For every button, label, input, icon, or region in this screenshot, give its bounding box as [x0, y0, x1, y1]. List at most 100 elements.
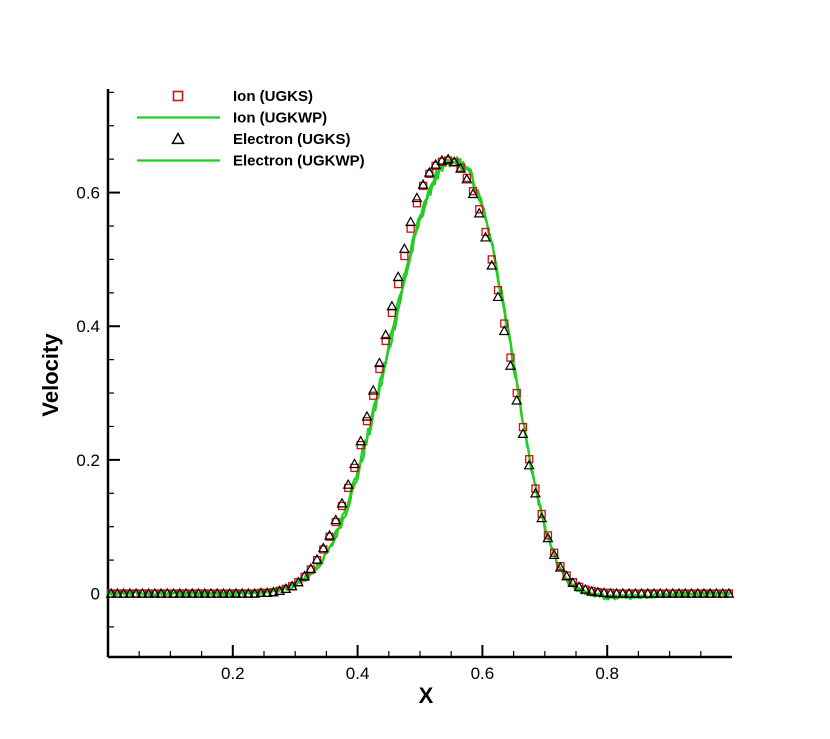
data-point-triangle [317, 542, 329, 553]
data-point-triangle [567, 577, 579, 588]
data-point-triangle [186, 587, 198, 598]
data-point-square [369, 391, 378, 400]
data-point-triangle [130, 587, 142, 598]
data-point-triangle [517, 428, 529, 439]
data-point-triangle [667, 587, 679, 598]
data-point-triangle [105, 587, 117, 598]
data-point-triangle [373, 357, 385, 368]
data-point-triangle [180, 587, 192, 598]
data-point-triangle [299, 570, 311, 581]
legend-item-ion-ugkwp: Ion (UGKWP) [137, 110, 327, 127]
legend-label: Ion (UGKS) [233, 88, 313, 105]
data-point-square [525, 455, 534, 464]
data-point-triangle [548, 549, 560, 559]
data-point-triangle [629, 587, 641, 598]
y-axis-title: Velocity [38, 333, 63, 417]
data-point-triangle [685, 587, 697, 598]
data-point-triangle [192, 587, 204, 598]
data-point-square [406, 224, 415, 233]
data-point-triangle [224, 587, 236, 598]
data-point-triangle [617, 587, 629, 598]
x-axis-title: X [419, 683, 434, 708]
data-point-square [468, 187, 478, 196]
data-point-triangle [448, 156, 460, 167]
data-point-triangle [386, 300, 398, 311]
y-tick-label: 0.4 [76, 317, 100, 336]
data-point-triangle [579, 583, 591, 594]
data-point-triangle [492, 291, 504, 302]
data-point-triangle [236, 587, 248, 598]
data-point-triangle [361, 410, 373, 421]
data-point-triangle [118, 587, 130, 598]
data-point-square [475, 205, 484, 214]
data-point-triangle [417, 178, 429, 189]
legend-label: Ion (UGKWP) [233, 110, 327, 127]
data-point-square [537, 509, 546, 519]
data-point-triangle [355, 435, 367, 446]
data-point-triangle [723, 587, 735, 598]
data-point-triangle [230, 587, 242, 598]
x-tick-label: 0.4 [346, 664, 370, 683]
data-point-square [493, 285, 503, 295]
data-point-triangle [161, 587, 173, 598]
data-point-triangle [467, 188, 479, 199]
legend-swatch-triangle [171, 131, 185, 145]
data-point-triangle [311, 553, 323, 564]
data-point-triangle [324, 529, 336, 540]
data-point-triangle [511, 394, 523, 405]
x-tick-label: 0.2 [221, 664, 245, 683]
y-tick-label: 0 [91, 585, 100, 604]
data-point-triangle [623, 587, 635, 598]
data-point-triangle [267, 586, 279, 597]
data-point-triangle [636, 587, 648, 598]
data-point-square [543, 531, 553, 540]
x-tick-label: 0.8 [595, 664, 619, 683]
data-point-triangle [380, 329, 392, 340]
data-point-triangle [305, 563, 317, 573]
data-point-triangle [442, 153, 454, 164]
data-point-square [487, 255, 496, 264]
data-point-triangle [367, 384, 379, 395]
data-point-triangle [255, 587, 267, 598]
data-point-triangle [486, 259, 498, 270]
data-point-triangle [498, 325, 510, 336]
data-point-triangle [598, 587, 610, 598]
data-point-triangle [529, 487, 541, 498]
data-point-triangle [710, 587, 722, 598]
data-point-square [394, 279, 403, 289]
data-point-triangle [411, 192, 423, 203]
data-point-square [381, 336, 390, 346]
data-point-triangle [136, 587, 148, 598]
legend-item-electron-ugks: Electron (UGKS) [171, 131, 351, 148]
data-point-triangle [692, 587, 704, 598]
series-layer [105, 153, 735, 601]
data-point-triangle [199, 587, 211, 598]
data-point-triangle [242, 587, 254, 598]
data-point-triangle [523, 459, 535, 470]
data-point-triangle [542, 532, 554, 543]
data-point-triangle [423, 166, 435, 177]
data-point-triangle [704, 587, 716, 598]
legend-item-electron-ugkwp: Electron (UGKWP) [137, 153, 365, 170]
data-point-triangle [205, 587, 217, 598]
data-point-triangle [648, 587, 660, 598]
axes [106, 89, 732, 659]
data-point-triangle [461, 173, 473, 184]
data-point-triangle [292, 576, 304, 587]
data-point-triangle [473, 207, 485, 218]
data-point-triangle [573, 581, 585, 592]
data-point-triangle [660, 587, 672, 598]
series-line-ion-ugkwp [108, 158, 732, 601]
data-point-square [400, 251, 409, 261]
data-point-triangle [217, 587, 229, 598]
data-point-triangle [155, 587, 167, 598]
data-point-triangle [480, 231, 492, 242]
data-point-triangle [455, 162, 467, 173]
data-point-triangle [111, 587, 123, 598]
legend-label: Electron (UGKWP) [233, 153, 365, 170]
data-point-triangle [554, 561, 566, 572]
data-point-triangle [174, 587, 186, 598]
data-point-triangle [654, 587, 666, 598]
data-point-triangle [536, 512, 548, 523]
data-point-triangle [330, 514, 342, 525]
